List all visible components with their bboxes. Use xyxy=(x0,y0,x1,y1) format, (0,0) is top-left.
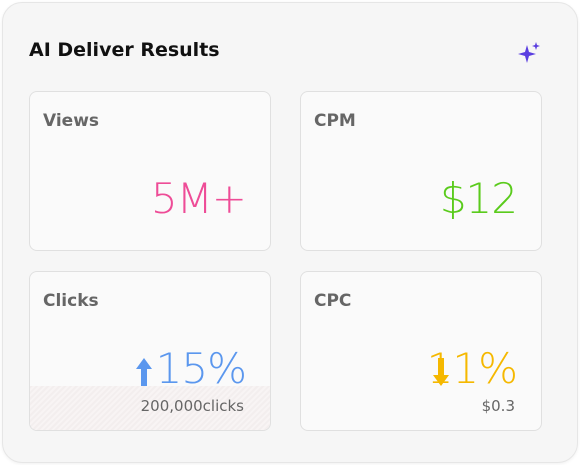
metric-card: CPC 11% $0.3 xyxy=(300,271,542,431)
card-strip xyxy=(30,386,270,430)
metric-label: Clicks xyxy=(43,291,99,311)
metric-value: 11% xyxy=(426,344,518,393)
metric-card: Views 5M+ xyxy=(29,91,271,251)
metric-value: $12 xyxy=(439,174,518,223)
metric-label: CPM xyxy=(314,111,356,131)
metric-card: CPM $12 xyxy=(300,91,542,251)
metric-sub: 200,000clicks xyxy=(140,397,244,415)
metric-sub: $0.3 xyxy=(481,397,515,415)
down-arrow xyxy=(433,358,449,386)
panel-title: AI Deliver Results xyxy=(29,39,220,61)
sparkle-icon xyxy=(518,42,540,63)
up-arrow xyxy=(136,358,152,386)
metric-value: 5M+ xyxy=(150,174,247,223)
metric-value: 15% xyxy=(155,344,247,393)
metric-label: CPC xyxy=(314,291,352,311)
metric-label: Views xyxy=(43,111,100,131)
metric-card: Clicks 15% 200,000clicks xyxy=(29,271,271,431)
